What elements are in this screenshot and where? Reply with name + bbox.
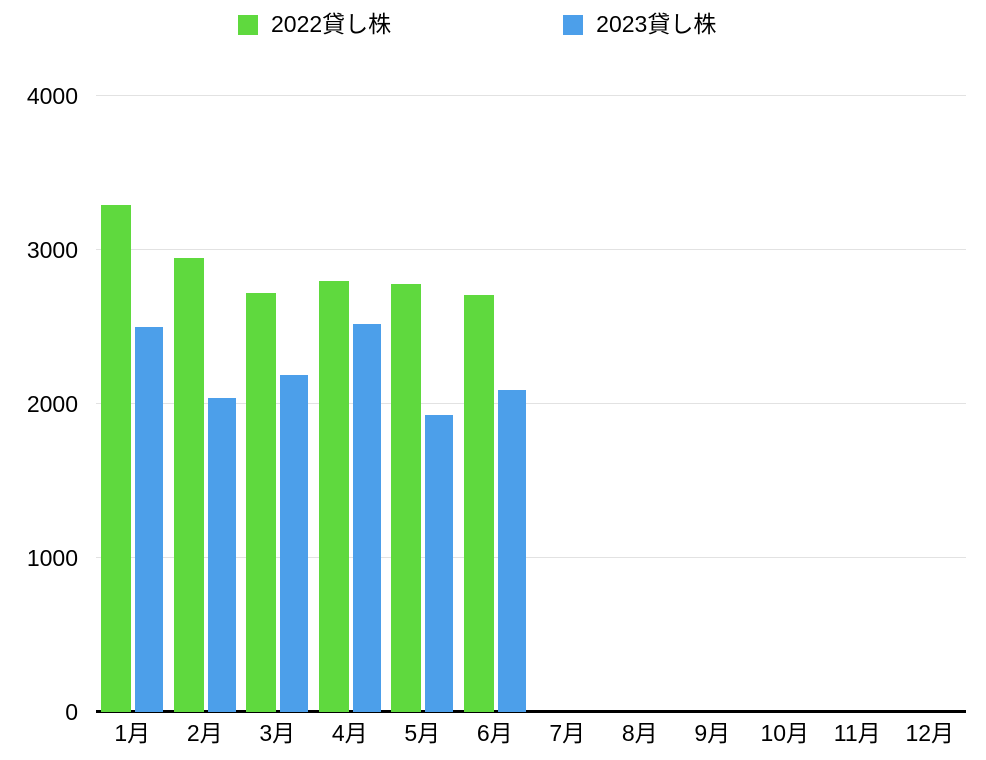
y-axis-tick-label: 2000 (26, 391, 78, 417)
x-axis-tick-label: 5月 (404, 720, 441, 746)
bar-2022貸し株-3月 (246, 293, 277, 712)
y-axis-tick-label: 1000 (26, 545, 78, 571)
gridline (96, 557, 966, 558)
x-axis-tick-label: 11月 (833, 720, 881, 746)
legend-label: 2023貸し株 (596, 11, 717, 37)
legend-label: 2022貸し株 (271, 11, 392, 37)
x-axis-tick-label: 3月 (259, 720, 296, 746)
x-axis-tick-label: 12月 (905, 720, 955, 746)
bar-group-9月 (676, 96, 749, 712)
bar-group-3月 (241, 96, 314, 712)
bar-group-8月 (604, 96, 677, 712)
bar-2022貸し株-5月 (391, 283, 422, 712)
x-axis-tick-label: 1月 (114, 720, 151, 746)
bar-group-1月 (96, 96, 169, 712)
bar-2022貸し株-2月 (173, 257, 204, 712)
y-axis-tick-label: 3000 (26, 237, 78, 263)
y-axis-tick-label: 4000 (26, 83, 78, 109)
chart-legend: 2022貸し株 2023貸し株 (238, 13, 716, 36)
bar-2023貸し株-2月 (207, 397, 236, 712)
x-axis-tick-label: 4月 (331, 720, 368, 746)
x-axis-tick-label: 7月 (549, 720, 586, 746)
x-axis-tick-label: 8月 (621, 720, 658, 746)
bar-2023貸し株-4月 (352, 323, 381, 712)
bar-group-4月 (314, 96, 387, 712)
bar-2023貸し株-3月 (280, 374, 309, 712)
bar-2023貸し株-5月 (425, 414, 454, 712)
x-axis-tick-label: 9月 (694, 720, 731, 746)
legend-swatch-green (238, 14, 258, 35)
gridline (96, 403, 966, 404)
legend-item-2023: 2023貸し株 (563, 13, 716, 36)
bar-2023貸し株-6月 (497, 390, 526, 712)
gridline (96, 249, 966, 250)
bar-group-6月 (459, 96, 532, 712)
x-axis-tick-label: 2月 (186, 720, 223, 746)
bar-2022貸し株-1月 (101, 205, 132, 712)
legend-item-2022: 2022貸し株 (238, 13, 391, 36)
x-axis-line (96, 710, 966, 713)
y-axis-tick-label: 0 (65, 699, 78, 725)
gridline (96, 95, 966, 96)
bar-group-10月 (749, 96, 822, 712)
x-axis-tick-label: 10月 (760, 720, 810, 746)
bar-group-12月 (894, 96, 967, 712)
bar-group-7月 (531, 96, 604, 712)
bar-2023貸し株-1月 (135, 327, 164, 712)
bar-group-2月 (169, 96, 242, 712)
bar-2022貸し株-6月 (463, 294, 494, 712)
bar-group-11月 (821, 96, 894, 712)
legend-swatch-blue (563, 14, 584, 35)
bar-2022貸し株-4月 (318, 280, 349, 712)
plot-area (96, 95, 967, 713)
bar-group-5月 (386, 96, 459, 712)
x-axis-tick-label: 6月 (476, 720, 513, 746)
